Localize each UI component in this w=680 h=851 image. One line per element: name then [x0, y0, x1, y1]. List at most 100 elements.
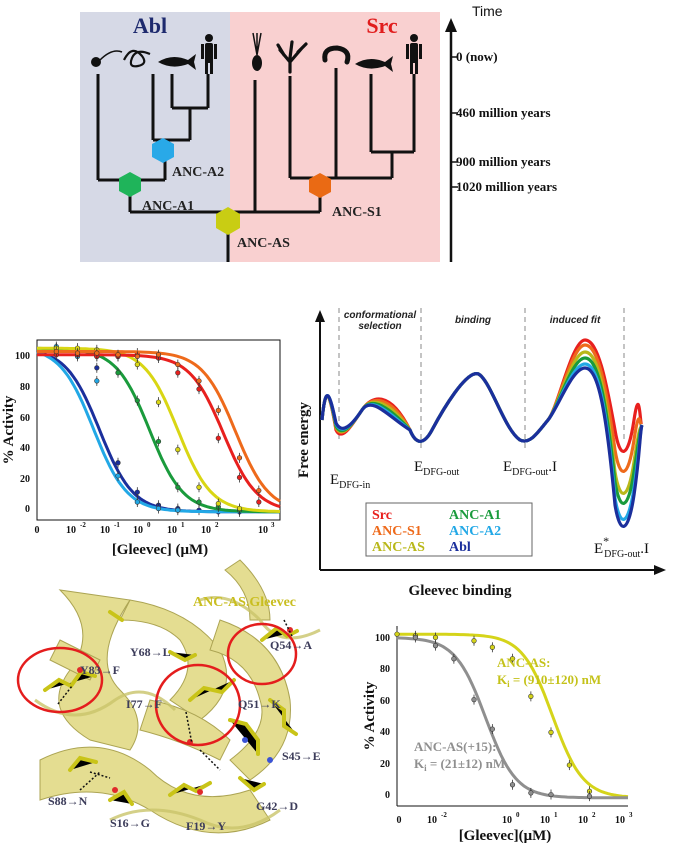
y-tick-labels: 100 80 60 40 20 0 [15, 351, 30, 515]
mutation-y68l: Y68→L [130, 645, 171, 659]
data-point [155, 399, 162, 405]
time-tick-1020: 1020 million years [456, 179, 557, 194]
data-point [489, 726, 495, 732]
data-point [256, 487, 262, 494]
x-tick-base: 10 [100, 525, 110, 536]
e-x-tick-exp: 1 [554, 811, 558, 819]
mutation-f19y: F19→Y [186, 819, 226, 833]
e-y-tick-100: 100 [375, 633, 390, 644]
human-icon-src [406, 34, 422, 74]
worm-icon [123, 49, 151, 68]
e-y-tick-40: 40 [380, 727, 390, 738]
time-tick-460: 460 million years [456, 105, 551, 120]
mutation-s16g: S16→G [110, 816, 150, 830]
anc-as-label: ANC-AS: [497, 655, 550, 670]
data-point [175, 370, 181, 376]
data-point [53, 348, 59, 355]
data-point [175, 447, 181, 453]
region-conformational-selection: conformational selection [344, 310, 416, 332]
dose-response-plot [36, 341, 281, 517]
data-point [196, 484, 202, 490]
x-tick-base: 10 [167, 525, 177, 536]
time-tick-now: 0 (now) [456, 49, 498, 64]
e-y-tick-labels: 100 80 60 40 20 0 [375, 633, 390, 801]
energy-curve [320, 362, 644, 521]
y-tick-40: 40 [20, 443, 30, 454]
state-dfg-out-i-star-label: E* DFG-out.I [594, 534, 649, 560]
data-point [256, 499, 262, 505]
fish-icon-src [355, 56, 393, 72]
e-y-tick-80: 80 [380, 664, 390, 675]
highlight-circles [16, 622, 298, 747]
legend-box [365, 502, 533, 557]
hydrogen-bonds [57, 619, 293, 791]
data-point [528, 693, 534, 699]
data-point [196, 386, 202, 392]
data-point [509, 656, 516, 662]
data-point [175, 507, 181, 513]
fit-curve [37, 350, 281, 503]
data-point [489, 644, 495, 650]
e-x-tick-exp: 3 [629, 811, 633, 819]
data-point [236, 474, 243, 481]
hydra-icon [252, 32, 262, 71]
data-point [509, 782, 516, 788]
data-point [196, 499, 202, 505]
legend-anc-a2: ANC-A2 [449, 524, 501, 539]
fish-icon [158, 54, 196, 70]
x-tick-exp: -1 [114, 521, 120, 529]
e-x-tick-base: 10 [540, 815, 550, 826]
free-energy-label: Free energy [296, 402, 312, 478]
e-x-tick-exp: -2 [441, 811, 447, 819]
data-point [115, 473, 121, 479]
e-x-tick-0: 0 [397, 815, 402, 826]
abl-title: Abl [133, 13, 167, 38]
x-tick-0: 0 [35, 525, 40, 536]
legend-src: Src [372, 508, 392, 523]
data-point [236, 455, 243, 461]
region-binding: binding [455, 315, 491, 326]
time-arrow-icon [445, 18, 457, 32]
e-y-axis-label: % Activity [362, 681, 378, 750]
anc-a2-label: ANC-A2 [172, 165, 224, 180]
data-point [134, 397, 140, 404]
anc-as-ki: Ki = (910±120) nM [497, 672, 601, 689]
organism-silhouettes [91, 32, 422, 74]
data-point [115, 352, 121, 358]
y-tick-60: 60 [20, 413, 30, 424]
x-tick-exp: 1 [181, 521, 185, 529]
data-point [134, 361, 140, 368]
e-x-axis-label: [Gleevec](μM) [459, 828, 552, 844]
y-axis-label: % Activity [1, 395, 17, 464]
mutation-y83f: Y83→F [80, 663, 120, 677]
data-point [134, 489, 140, 495]
anc-as15-label: ANC-AS(+15): [414, 739, 497, 754]
choanoflagellate-icon [91, 50, 123, 67]
anc-a1-label: ANC-A1 [142, 199, 194, 214]
fit-curve [37, 346, 281, 513]
e-y-tick-60: 60 [380, 696, 390, 707]
data-point [155, 352, 162, 358]
anc-s1-node [309, 173, 331, 198]
state-labels: EDFG-in EDFG-out EDFG-out.I E* DFG-out.I [330, 459, 649, 560]
y-tick-0: 0 [25, 504, 30, 515]
data-point [394, 631, 400, 637]
human-icon-abl [201, 34, 217, 74]
anc-as-plot [394, 629, 629, 802]
mutation-s45e: S45→E [282, 749, 321, 763]
x-arrow-icon [654, 565, 666, 575]
x-tick-base: 10 [258, 525, 268, 536]
data-point [196, 378, 202, 384]
legend-anc-a1: ANC-A1 [449, 508, 501, 523]
state-dfg-out-label: EDFG-out [414, 459, 460, 478]
anc-a1-node [119, 172, 141, 197]
time-tick-900: 900 million years [456, 154, 551, 169]
data-point [215, 501, 221, 507]
snail-icon [322, 45, 351, 65]
energy-curve [320, 338, 644, 453]
panel-energy-landscape: Free energy Gleevec binding conformation… [296, 308, 666, 599]
anc-as15-ki: Ki = (21±12) nM [414, 756, 505, 773]
data-point [175, 361, 181, 368]
time-label: Time [472, 3, 503, 19]
